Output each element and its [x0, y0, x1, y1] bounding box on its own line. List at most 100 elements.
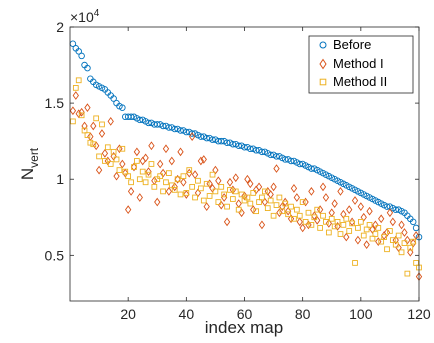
point-before: [110, 95, 117, 102]
legend-marker-method-i: [319, 58, 327, 70]
point-method-i: [363, 240, 370, 250]
point-method-ii: [75, 77, 82, 84]
point-method-ii: [134, 158, 140, 164]
point-method-ii: [198, 185, 204, 192]
point-before: [281, 156, 289, 163]
point-method-i: [372, 220, 379, 230]
point-method-ii: [122, 168, 129, 175]
point-method-ii: [189, 183, 196, 190]
point-before: [223, 139, 231, 146]
point-method-ii: [407, 244, 414, 251]
point-before: [241, 144, 248, 151]
point-method-i: [375, 237, 382, 247]
point-method-i: [258, 220, 266, 230]
x-axis-title: index map: [205, 318, 283, 337]
point-method-i: [398, 220, 405, 230]
point-method-i: [133, 147, 141, 157]
point-method-i: [299, 223, 306, 233]
point-before: [247, 145, 254, 153]
point-before: [119, 104, 126, 111]
point-before: [165, 124, 173, 131]
point-method-ii: [180, 173, 187, 180]
point-method-i: [293, 193, 301, 202]
point-method-i: [354, 235, 362, 245]
point-method-i: [104, 156, 111, 166]
point-method-ii: [363, 226, 370, 233]
point-before: [159, 122, 167, 130]
point-method-i: [186, 168, 193, 178]
point-method-i: [264, 187, 271, 196]
point-before: [217, 137, 225, 145]
point-method-i: [302, 197, 309, 207]
point-method-i: [232, 173, 239, 183]
point-method-ii: [294, 206, 300, 213]
point-method-ii: [328, 215, 335, 222]
point-before: [177, 127, 184, 134]
point-method-ii: [177, 191, 184, 198]
point-method-i: [255, 182, 263, 192]
legend: Before Method I Method II: [308, 35, 414, 94]
point-method-i: [308, 187, 315, 196]
point-method-ii: [93, 115, 100, 122]
point-method-i: [276, 208, 283, 218]
point-method-ii: [267, 197, 274, 204]
point-method-ii: [183, 190, 190, 196]
point-method-ii: [142, 179, 149, 186]
point-before: [136, 116, 144, 124]
y-axis-title: Nvert: [18, 147, 41, 180]
point-method-i: [284, 206, 292, 216]
point-method-i: [343, 232, 350, 242]
legend-marker-before: [319, 41, 327, 49]
point-method-ii: [343, 215, 350, 222]
point-method-ii: [395, 232, 402, 239]
point-method-i: [410, 238, 417, 248]
point-method-ii: [230, 196, 236, 202]
point-method-ii: [259, 194, 265, 201]
point-method-i: [174, 174, 181, 184]
point-method-i: [383, 228, 391, 237]
point-method-ii: [78, 112, 85, 119]
point-method-i: [157, 159, 164, 169]
point-method-ii: [282, 200, 289, 207]
point-method-ii: [87, 139, 94, 146]
point-method-ii: [331, 223, 338, 230]
point-method-ii: [125, 173, 132, 180]
point-before: [197, 133, 205, 140]
point-method-ii: [256, 199, 262, 205]
point-method-i: [261, 197, 269, 207]
point-method-i: [130, 162, 138, 172]
point-method-ii: [215, 199, 222, 205]
point-method-i: [200, 155, 207, 164]
point-method-ii: [70, 118, 76, 125]
point-method-ii: [352, 260, 358, 266]
point-method-ii: [299, 199, 306, 205]
point-method-ii: [413, 260, 419, 266]
point-method-ii: [209, 171, 216, 178]
x-tick-label: 100: [349, 306, 373, 322]
point-method-ii: [148, 161, 155, 167]
point-before: [78, 52, 85, 60]
point-method-i: [95, 165, 103, 175]
point-method-ii: [136, 176, 143, 183]
x-tick-label: 40: [179, 306, 195, 322]
point-method-ii: [357, 218, 364, 225]
point-method-i: [220, 193, 228, 202]
point-before: [84, 64, 91, 72]
point-method-i: [346, 205, 353, 215]
legend-label-method-ii: Method II: [333, 74, 387, 89]
point-method-ii: [392, 241, 399, 248]
point-method-i: [159, 168, 167, 178]
point-method-ii: [238, 191, 245, 198]
point-method-i: [127, 187, 135, 196]
point-before: [308, 165, 315, 172]
point-method-ii: [157, 173, 164, 180]
point-method-i: [360, 212, 367, 222]
point-method-ii: [323, 218, 329, 225]
point-method-ii: [113, 156, 120, 163]
y-tick-label: 1: [56, 171, 64, 187]
y-tick-label: 0.5: [45, 247, 65, 263]
point-method-i: [238, 208, 245, 218]
point-method-ii: [253, 208, 259, 215]
point-method-i: [194, 188, 202, 198]
point-before: [296, 160, 304, 168]
